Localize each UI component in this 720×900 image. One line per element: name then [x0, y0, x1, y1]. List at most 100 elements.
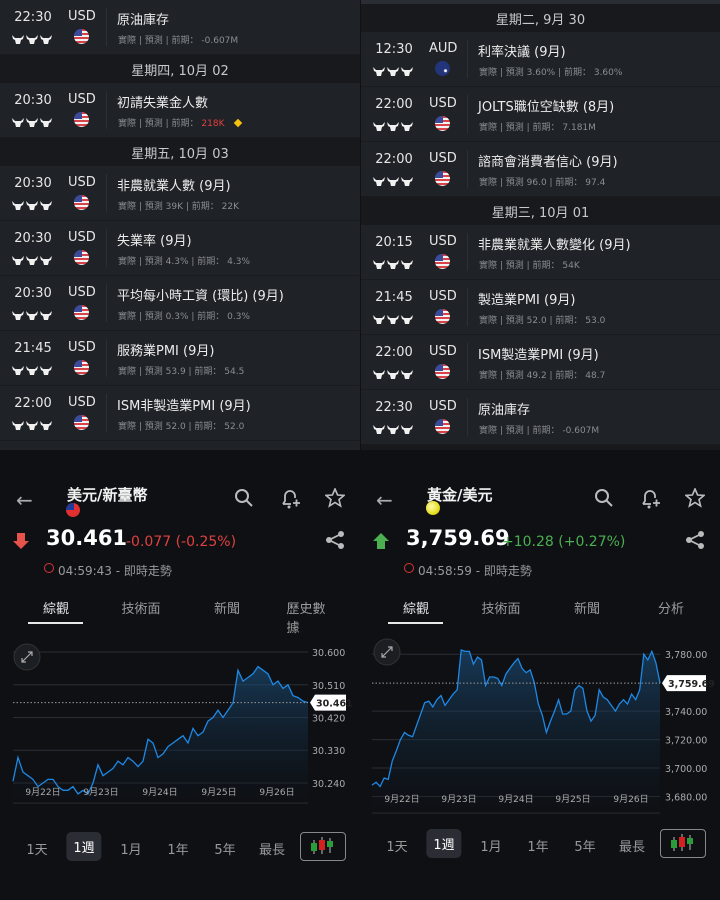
tab-0[interactable]: 綜觀 [402, 602, 430, 617]
range-1月[interactable]: 1月 [480, 840, 502, 855]
current-price-tag [662, 675, 706, 692]
candlestick-chart-button[interactable] [300, 832, 346, 861]
forecast-label: | 預測 53.9 [138, 367, 189, 377]
event-row[interactable]: 20:15 USD 非農業就業人數變化 (9月) 實際 | 預測 | 前期： 54K [361, 225, 720, 280]
back-arrow-icon[interactable]: ← [376, 488, 393, 512]
range-1月[interactable]: 1月 [120, 843, 142, 858]
event-title: 原油庫存 [117, 13, 170, 28]
range-1週[interactable]: 1週 [426, 829, 462, 858]
share-icon[interactable] [325, 530, 345, 554]
price-change: -0.077 (-0.25%) [126, 534, 237, 550]
range-最長[interactable]: 最長 [618, 840, 646, 855]
bull-icon [373, 62, 385, 81]
price-chart[interactable]: 30.240 30.330 30.420 30.510 30.600 30.461 9月22… [0, 630, 360, 820]
event-row[interactable]: 22:30 USD 原油庫存 實際 | 預測 | 前期： -0.607M [0, 0, 360, 55]
candlestick-icon [311, 837, 333, 854]
event-row[interactable]: 22:00 USD JOLTS職位空缺數 (8月) 實際 | 預測 | 前期： 7.1… [361, 87, 720, 142]
event-details: 實際 | 預測 39K | 前期： 22K [118, 199, 239, 212]
event-time: 22:00 [375, 97, 413, 112]
event-row[interactable]: 22:00 USD 諮商會消費者信心 (9月) 實際 | 預測 96.0 | 前期： … [361, 142, 720, 197]
event-row[interactable]: 20:30 USD 非農就業人數 (9月) 實際 | 預測 39K | 前期： 22K [0, 166, 360, 221]
event-row[interactable]: 21:45 USD 服務業PMI (9月) 實際 | 預測 53.9 | 前期： 54… [0, 331, 360, 386]
tab-2[interactable]: 新聞 [573, 602, 601, 617]
bull-icon [387, 310, 399, 329]
tab-2[interactable]: 新聞 [213, 602, 241, 617]
event-details: 實際 | 預測 | 前期： -0.607M [118, 33, 238, 46]
event-row[interactable]: 20:30 USD 失業率 (9月) 實際 | 預測 4.3% | 前期： 4.3% [0, 221, 360, 276]
event-row[interactable]: 22:00 USD ISM非製造業PMI (9月) 實際 | 預測 52.0 | 前期… [0, 386, 360, 441]
candlestick-chart-button[interactable] [660, 829, 706, 858]
range-1年[interactable]: 1年 [527, 840, 549, 855]
importance-rating [373, 255, 413, 274]
x-tick-label: 9月23日 [441, 794, 476, 805]
range-5年[interactable]: 5年 [574, 840, 596, 855]
previous-label: | 前期： 54.5 [188, 367, 245, 377]
event-title: 製造業PMI (9月) [478, 293, 576, 308]
event-details: 實際 | 預測 96.0 | 前期： 97.4 [479, 175, 605, 188]
range-5年[interactable]: 5年 [214, 843, 236, 858]
range-最長[interactable]: 最長 [258, 843, 286, 858]
add-alert-bell-icon[interactable] [639, 488, 661, 514]
bull-icon [12, 306, 24, 325]
event-time: 22:30 [14, 10, 52, 25]
range-1天[interactable]: 1天 [386, 840, 408, 855]
back-arrow-icon[interactable]: ← [16, 488, 33, 512]
price-change: +10.28 (+0.27%) [502, 534, 626, 550]
tab-1[interactable]: 技術面 [121, 602, 161, 617]
active-tab-indicator [28, 622, 83, 624]
event-row[interactable]: 20:30 USD 平均每小時工資 (環比) (9月) 實際 | 預測 0.3% | … [0, 276, 360, 331]
currency-code: USD [68, 395, 96, 410]
divider [467, 233, 468, 271]
event-row[interactable]: 22:00 USD ISM製造業PMI (9月) 實際 | 預測 49.2 | 前期：… [361, 335, 720, 390]
currency-code: USD [429, 96, 457, 111]
event-row[interactable]: 12:30 AUD 利率決議 (9月) 實際 | 預測 3.60% | 前期： 3.6… [361, 32, 720, 87]
forecast-label: | 預測 4.3% [138, 257, 192, 267]
search-icon[interactable] [234, 488, 254, 512]
actual-label: 實際 [118, 119, 139, 129]
search-icon[interactable] [594, 488, 614, 512]
favorite-star-icon[interactable] [683, 486, 707, 512]
current-price-label: 30.461 [316, 699, 353, 710]
range-1週[interactable]: 1週 [66, 832, 102, 861]
event-row[interactable]: 22:30 USD 原油庫存 實際 | 預測 | 前期： -0.607M [361, 390, 720, 445]
bull-icon [40, 416, 52, 435]
price-chart[interactable]: 3,680.00 3,700.00 3,720.00 3,740.00 3,780.00… [360, 630, 720, 820]
event-row[interactable]: 20:30 USD 初請失業金人數 實際 | 預測 | 前期： 218K [0, 83, 360, 138]
event-details: 實際 | 預測 | 前期： 54K [479, 258, 580, 271]
range-1天[interactable]: 1天 [26, 843, 48, 858]
event-details: 實際 | 預測 | 前期： -0.607M [479, 423, 599, 436]
date-header: 星期三, 10月 01 [361, 197, 720, 225]
tab-3[interactable]: 歷史數據 [286, 602, 326, 636]
favorite-star-icon[interactable] [323, 486, 347, 512]
current-price-tag [310, 694, 346, 711]
previous-value: 218K [198, 119, 225, 129]
actual-label: 實際 [479, 371, 500, 381]
currency-code: USD [429, 344, 457, 359]
add-alert-bell-icon[interactable] [279, 488, 301, 514]
gold-coin-icon [426, 501, 440, 515]
bull-icon [401, 255, 413, 274]
share-icon[interactable] [685, 530, 705, 554]
date-header: 星期四, 10月 02 [0, 55, 360, 83]
divider [467, 40, 468, 78]
bull-icon [387, 172, 399, 191]
bull-icon [40, 196, 52, 215]
expand-icon [381, 646, 393, 658]
update-time: 04:58:59 - 即時走勢 [404, 562, 532, 579]
y-tick-label: 3,680.00 [665, 792, 707, 803]
divider [106, 394, 107, 432]
bull-icon [12, 361, 24, 380]
event-title: 服務業PMI (9月) [117, 344, 215, 359]
event-row[interactable]: 21:45 USD 製造業PMI (9月) 實際 | 預測 52.0 | 前期： 53… [361, 280, 720, 335]
event-time: 20:30 [14, 231, 52, 246]
tab-0[interactable]: 綜觀 [42, 602, 70, 617]
bull-icon [373, 172, 385, 191]
bull-icon [401, 62, 413, 81]
tab-3[interactable]: 分析 [657, 602, 685, 617]
bull-icon [26, 416, 38, 435]
range-1年[interactable]: 1年 [167, 843, 189, 858]
divider [106, 174, 107, 212]
previous-label: | 前期： 22K [185, 202, 239, 212]
us-flag-icon [435, 254, 450, 269]
tab-1[interactable]: 技術面 [481, 602, 521, 617]
